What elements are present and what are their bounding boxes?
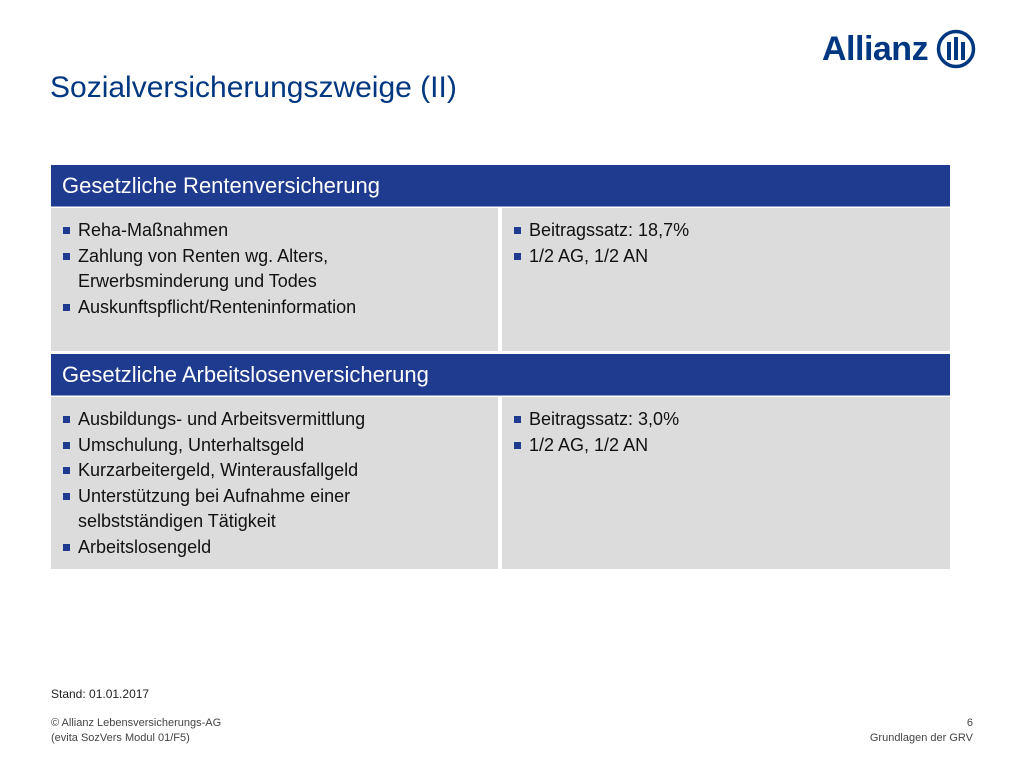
allianz-eagle-icon: [936, 29, 976, 69]
section-2-right-list: Beitragssatz: 3,0% 1/2 AG, 1/2 AN: [512, 407, 944, 458]
list-item: Unterstützung bei Aufnahme einer selbsts…: [61, 484, 492, 535]
list-item: Beitragssatz: 3,0%: [512, 407, 944, 433]
section-header-rentenversicherung: Gesetzliche Rentenversicherung: [51, 165, 950, 207]
list-item: Auskunftspflicht/Renteninformation: [61, 295, 492, 321]
page-title: Sozialversicherungszweige (II): [50, 71, 457, 104]
section-2-left-list: Ausbildungs- und Arbeitsvermittlung Umsc…: [61, 407, 492, 560]
section-1-right-cell: Beitragssatz: 18,7% 1/2 AG, 1/2 AN: [502, 208, 950, 351]
list-item: 1/2 AG, 1/2 AN: [512, 244, 944, 270]
list-item: Kurzarbeitergeld, Winterausfallgeld: [61, 458, 492, 484]
list-item: Ausbildungs- und Arbeitsvermittlung: [61, 407, 492, 433]
section-header-arbeitslosenversicherung: Gesetzliche Arbeitslosenversicherung: [51, 354, 950, 396]
list-item: 1/2 AG, 1/2 AN: [512, 433, 944, 459]
source-reference: (evita SozVers Modul 01/F5): [51, 732, 190, 744]
section-1-left-list: Reha-Maßnahmen Zahlung von Renten wg. Al…: [61, 218, 492, 320]
section-1-left-cell: Reha-Maßnahmen Zahlung von Renten wg. Al…: [51, 208, 498, 351]
copyright-notice: © Allianz Lebensversicherungs-AG: [51, 717, 222, 729]
stand-date: Stand: 01.01.2017: [51, 687, 150, 701]
section-name: Grundlagen der GRV: [869, 732, 973, 744]
page-number: 6: [966, 717, 973, 729]
list-item: Umschulung, Unterhaltsgeld: [61, 433, 492, 459]
section-1-right-list: Beitragssatz: 18,7% 1/2 AG, 1/2 AN: [512, 218, 944, 269]
list-item: Reha-Maßnahmen: [61, 218, 492, 244]
brand-name: Allianz: [822, 30, 929, 68]
list-item: Zahlung von Renten wg. Alters, Erwerbsmi…: [61, 244, 492, 295]
list-item: Beitragssatz: 18,7%: [512, 218, 944, 244]
list-item: Arbeitslosengeld: [61, 535, 492, 561]
allianz-logo: Allianz: [822, 28, 978, 70]
section-2-left-cell: Ausbildungs- und Arbeitsvermittlung Umsc…: [51, 397, 498, 569]
section-2-right-cell: Beitragssatz: 3,0% 1/2 AG, 1/2 AN: [502, 397, 950, 569]
